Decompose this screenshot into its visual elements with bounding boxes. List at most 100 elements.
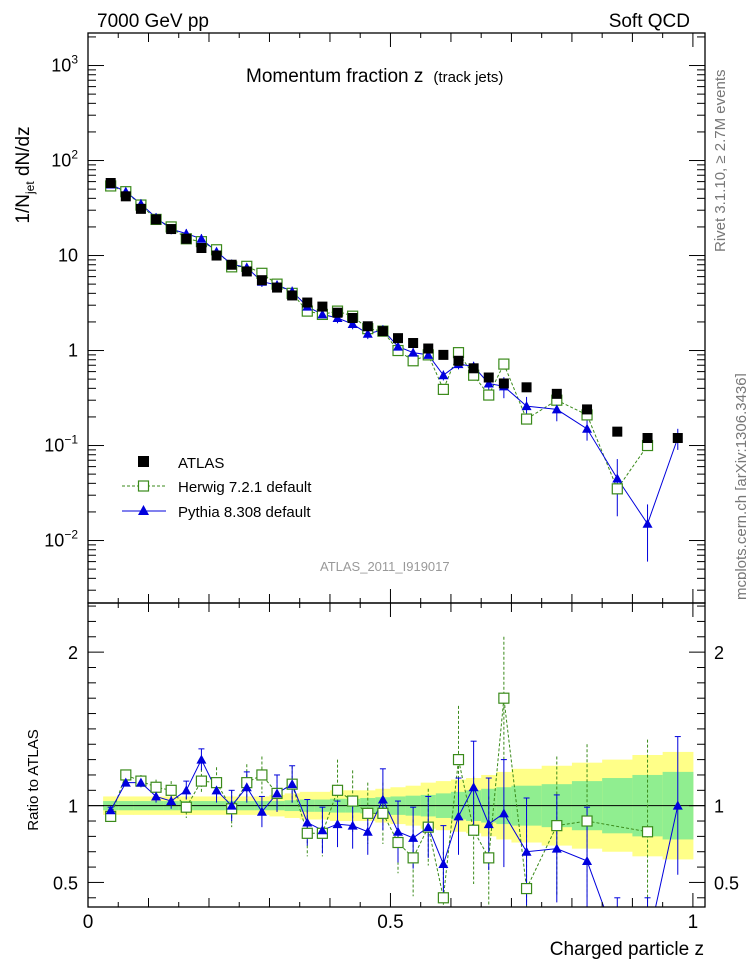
y-tick-label-main: 103 <box>51 53 78 76</box>
pythia-ratio-point <box>166 796 177 806</box>
herwig-ratio-point <box>195 775 208 787</box>
atlas-point <box>377 326 388 337</box>
pythia-point <box>393 341 404 351</box>
herwig-ratio-point <box>301 827 313 839</box>
pythia-point <box>551 404 562 414</box>
atlas-point <box>393 333 404 344</box>
y-tick-label-ratio: 2 <box>68 643 78 663</box>
pythia-point <box>612 473 623 483</box>
legend-pythia-marker <box>138 505 149 515</box>
atlas-point <box>211 250 222 261</box>
pythia-ratio-point <box>181 785 192 795</box>
y-tick-label-ratio-right: 0.5 <box>714 873 739 893</box>
y-tick-label-ratio-right: 2 <box>714 643 724 663</box>
atlas-point <box>438 349 449 360</box>
atlas-point <box>120 191 131 202</box>
herwig-point <box>407 355 419 367</box>
pythia-point <box>408 347 419 357</box>
atlas-point <box>551 388 562 399</box>
y-tick-label-ratio: 0.5 <box>53 873 78 893</box>
pythia-ratio-point <box>498 808 509 818</box>
pythia-ratio-point <box>272 788 283 798</box>
pythia-ratio-point <box>453 811 464 821</box>
herwig-point <box>483 389 495 401</box>
pythia-point <box>196 233 207 243</box>
atlas-point <box>642 433 653 444</box>
pythia-ratio-point <box>241 782 252 792</box>
ratio-y-axis-label: Ratio to ATLAS <box>25 729 42 830</box>
herwig-ratio-point <box>150 781 162 793</box>
x-tick-label: 0.5 <box>377 912 403 933</box>
pythia-point <box>483 378 494 388</box>
y-tick-label-main: 102 <box>51 148 78 171</box>
pythia-ratio-point <box>408 832 419 842</box>
atlas-point <box>468 363 479 374</box>
atlas-point <box>582 404 593 415</box>
atlas-point <box>453 355 464 366</box>
pythia-ratio-point <box>120 777 131 787</box>
pythia-ratio-point <box>196 754 207 764</box>
pythia-point <box>362 328 373 338</box>
herwig-point <box>437 383 449 395</box>
y-tick-label-main: 10−1 <box>44 433 78 456</box>
atlas-point <box>672 433 683 444</box>
herwig-ratio-point <box>641 826 654 838</box>
herwig-ratio-point <box>483 852 495 864</box>
atlas-point <box>105 178 116 189</box>
atlas-point <box>423 343 434 354</box>
herwig-ratio-point <box>377 807 389 819</box>
atlas-point <box>347 313 358 323</box>
atlas-point <box>241 266 252 277</box>
header-right-label: Soft QCD <box>609 11 690 32</box>
herwig-ratio-point <box>452 754 465 766</box>
herwig-line-main <box>110 185 648 490</box>
atlas-point <box>317 301 328 312</box>
atlas-point <box>498 378 509 389</box>
y-tick-label-main: 1 <box>68 341 78 361</box>
y-tick-label-main: 10−2 <box>44 528 78 551</box>
pythia-point <box>642 518 653 528</box>
pythia-ratio-point <box>423 822 434 832</box>
pythia-ratio-point <box>362 826 373 836</box>
main-y-axis-label: 1/Njet dN/dz <box>13 126 37 223</box>
herwig-ratio-point <box>331 784 344 796</box>
pythia-point <box>438 370 449 380</box>
pythia-ratio-point <box>302 817 313 827</box>
herwig-ratio-point <box>437 892 449 904</box>
atlas-point <box>483 372 494 383</box>
legend: ATLAS Herwig 7.2.1 default Pythia 8.308 … <box>122 455 312 521</box>
watermark: ATLAS_2011_I919017 <box>320 559 450 574</box>
herwig-ratio-point <box>180 801 192 813</box>
atlas-point <box>272 282 283 293</box>
herwig-ratio-point <box>498 692 510 704</box>
herwig-ratio-point <box>256 769 268 781</box>
atlas-point <box>287 290 298 301</box>
pythia-ratio-point <box>672 800 683 810</box>
pythia-point <box>582 423 593 433</box>
pythia-point <box>347 319 358 329</box>
atlas-point <box>302 297 313 308</box>
pythia-ratio-point <box>347 820 358 830</box>
pythia-ratio-point <box>438 859 449 869</box>
atlas-point <box>226 259 237 270</box>
legend-herwig-label: Herwig 7.2.1 default <box>178 479 312 496</box>
atlas-point <box>408 338 419 349</box>
pythia-ratio-point <box>521 846 532 856</box>
atlas-point <box>196 243 207 254</box>
herwig-point <box>498 358 510 370</box>
herwig-ratio-point <box>392 836 404 849</box>
atlas-point <box>332 307 343 318</box>
herwig-ratio-point <box>407 852 419 864</box>
pythia-point <box>423 349 434 359</box>
pythia-ratio-point <box>468 782 479 792</box>
atlas-point <box>256 275 267 286</box>
legend-pythia-label: Pythia 8.308 default <box>178 504 311 521</box>
herwig-ratio-point <box>347 795 359 807</box>
pythia-ratio-point <box>105 805 116 815</box>
herwig-ratio-point <box>551 820 563 832</box>
pythia-ratio-point <box>287 779 298 789</box>
pythia-point <box>317 309 328 319</box>
atlas-point <box>362 321 373 332</box>
atlas-point <box>521 382 532 393</box>
